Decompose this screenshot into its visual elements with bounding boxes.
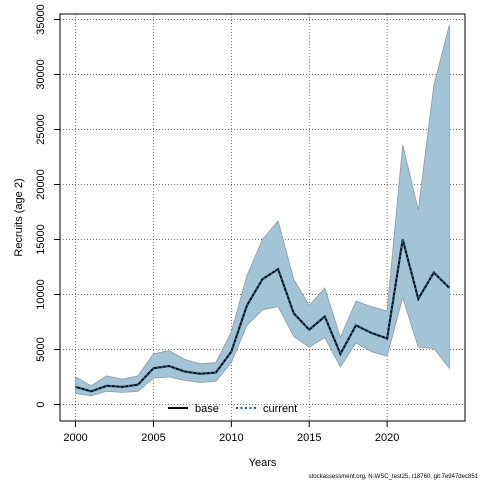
x-tick-label: 2010 bbox=[219, 432, 243, 444]
y-tick-label: 20000 bbox=[35, 169, 47, 200]
x-tick-label: 2000 bbox=[63, 432, 87, 444]
y-tick-label: 10000 bbox=[35, 279, 47, 310]
legend-label-base: base bbox=[195, 403, 219, 415]
legend-label-current: current bbox=[263, 403, 297, 415]
x-axis: 2000 2005 2010 2015 2020 bbox=[63, 421, 399, 444]
y-tick-label: 0 bbox=[35, 401, 47, 407]
y-tick-label: 35000 bbox=[35, 4, 47, 35]
series-line-current bbox=[75, 239, 451, 393]
y-axis-label: Recruits (age 2) bbox=[13, 178, 25, 256]
confidence-band bbox=[75, 24, 450, 397]
x-tick-label: 2015 bbox=[297, 432, 321, 444]
y-tick-label: 25000 bbox=[35, 114, 47, 145]
x-axis-label: Years bbox=[249, 457, 277, 469]
y-tick-label: 15000 bbox=[35, 224, 47, 255]
series-lines bbox=[75, 239, 451, 393]
footer-text: stockassessment.org, N-WSC_test25, r1876… bbox=[309, 474, 479, 480]
y-tick-label: 5000 bbox=[35, 337, 47, 361]
x-tick-label: 2020 bbox=[375, 432, 399, 444]
y-tick-label: 30000 bbox=[35, 59, 47, 90]
plot-frame bbox=[59, 13, 466, 422]
x-tick-label: 2005 bbox=[141, 432, 165, 444]
legend: base current bbox=[168, 403, 297, 415]
y-axis: 0 5000 10000 15000 20000 25000 30000 35000 bbox=[35, 4, 60, 408]
